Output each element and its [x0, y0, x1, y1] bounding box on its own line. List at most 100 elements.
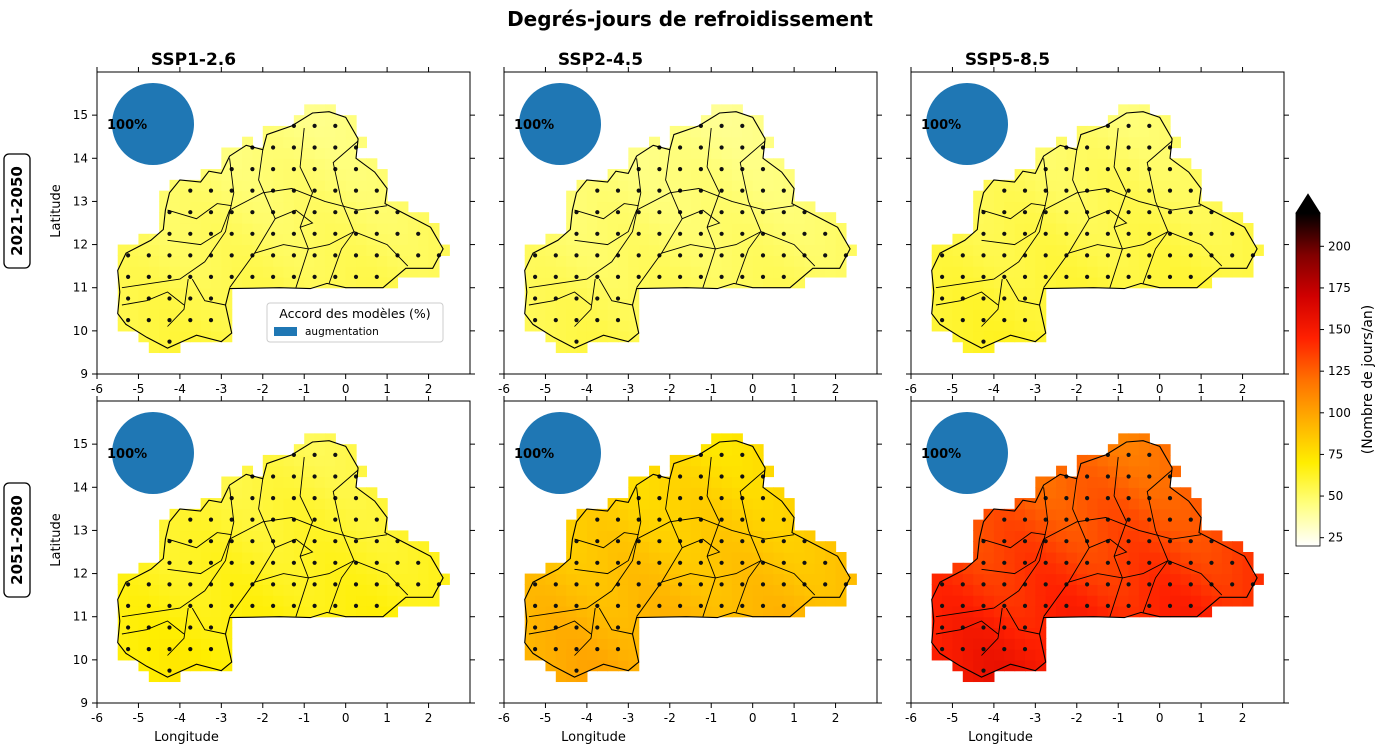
- heatmap-cell: [731, 595, 743, 607]
- heatmap-cell: [566, 562, 578, 575]
- heatmap-cell: [1180, 223, 1192, 235]
- heatmap-cell: [721, 519, 733, 532]
- heatmap-cell: [304, 465, 316, 478]
- heatmap-cell: [638, 476, 650, 488]
- heatmap-cell: [524, 309, 536, 321]
- heatmap-cell: [731, 562, 743, 575]
- heatmap-cell: [721, 244, 733, 256]
- heatmap-cell: [1232, 552, 1244, 564]
- heatmap-cell: [1211, 562, 1223, 575]
- heatmap-cell: [669, 498, 681, 510]
- x-tick-label: -2: [257, 382, 269, 396]
- heatmap-cell: [335, 530, 347, 542]
- heatmap-cell: [148, 233, 160, 246]
- heatmap-cell: [1035, 169, 1047, 181]
- heatmap-cell: [1035, 255, 1047, 267]
- heatmap-cell: [962, 595, 974, 607]
- heatmap-cell: [262, 233, 274, 246]
- agreement-dot: [291, 253, 296, 258]
- heatmap-cell: [356, 508, 367, 521]
- agreement-dot: [940, 296, 945, 301]
- heatmap-cell: [1014, 330, 1026, 343]
- row-label: 2051-2080: [8, 495, 26, 585]
- heatmap-cell: [680, 169, 692, 181]
- heatmap-cell: [190, 530, 202, 542]
- region-boundary: [121, 620, 185, 635]
- heatmap-cell: [128, 244, 140, 256]
- heatmap-cell: [1045, 573, 1057, 585]
- heatmap-cell: [242, 584, 254, 596]
- agreement-dot: [760, 210, 766, 215]
- heatmap-cell: [273, 244, 285, 256]
- region-boundary: [1068, 231, 1223, 267]
- heatmap-cell: [314, 541, 326, 553]
- region-boundary: [574, 188, 795, 246]
- heatmap-cell: [1014, 638, 1026, 650]
- heatmap-cell: [773, 266, 785, 278]
- heatmap-cell: [407, 255, 419, 267]
- heatmap-cell: [1149, 158, 1161, 170]
- heatmap-cell: [283, 158, 295, 170]
- heatmap-cell: [273, 201, 285, 213]
- heatmap-cell: [304, 147, 316, 159]
- heatmap-cell: [1056, 179, 1068, 192]
- heatmap-cell: [1159, 530, 1171, 542]
- heatmap-cell: [200, 519, 212, 532]
- heatmap-cell: [1045, 595, 1057, 607]
- heatmap-cell: [638, 487, 650, 499]
- agreement-dot: [1002, 318, 1007, 323]
- heatmap-cell: [1190, 276, 1202, 289]
- heatmap-cell: [169, 584, 181, 596]
- heatmap-cell: [1149, 605, 1161, 618]
- heatmap-cell: [1252, 244, 1264, 256]
- heatmap-cell: [649, 244, 661, 256]
- heatmap-cell: [649, 476, 661, 488]
- heatmap-cell: [1107, 125, 1119, 138]
- agreement-dot: [1167, 603, 1173, 609]
- heatmap-cell: [1087, 179, 1099, 192]
- heatmap-cell: [680, 136, 692, 149]
- heatmap-cell: [159, 670, 171, 683]
- heatmap-cell: [659, 530, 671, 542]
- agreement-dot: [1043, 539, 1048, 544]
- heatmap-cell: [555, 616, 567, 629]
- heatmap-cell: [128, 573, 140, 585]
- heatmap-cell: [138, 244, 150, 256]
- heatmap-cell: [304, 584, 316, 596]
- heatmap-cell: [397, 562, 409, 575]
- heatmap-cell: [190, 212, 202, 224]
- heatmap-cell: [221, 476, 233, 488]
- region-boundary: [1142, 140, 1173, 284]
- heatmap-cell: [283, 519, 295, 532]
- heatmap-cell: [993, 638, 1005, 650]
- heatmap-cell: [773, 190, 785, 203]
- heatmap-cell: [1138, 573, 1150, 585]
- heatmap-cell: [576, 244, 588, 256]
- heatmap-cell: [1232, 244, 1244, 256]
- heatmap-cell: [356, 487, 367, 499]
- heatmap-cell: [324, 276, 336, 289]
- heatmap-cell: [638, 190, 650, 203]
- heatmap-cell: [1024, 233, 1036, 246]
- heatmap-cell: [700, 169, 712, 181]
- heatmap-cell: [983, 584, 995, 596]
- heatmap-cell: [617, 266, 629, 278]
- agreement-dot: [940, 274, 945, 279]
- heatmap-cell: [783, 519, 795, 532]
- heatmap-cell: [576, 298, 588, 310]
- agreement-dot: [395, 560, 400, 565]
- heatmap-cell: [783, 212, 795, 224]
- heatmap-cell: [283, 136, 295, 149]
- heatmap-cell: [1045, 487, 1057, 499]
- agreement-dot: [802, 231, 807, 236]
- heatmap-cell: [566, 530, 578, 542]
- heatmap-cell: [1201, 276, 1213, 289]
- heatmap-cell: [1045, 584, 1057, 596]
- heatmap-cell: [731, 179, 743, 192]
- agreement-pct-label: 100%: [107, 118, 147, 133]
- heatmap-cell: [649, 276, 661, 289]
- heatmap-cell: [773, 605, 785, 618]
- heatmap-cell: [169, 552, 181, 564]
- heatmap-cell: [962, 266, 974, 278]
